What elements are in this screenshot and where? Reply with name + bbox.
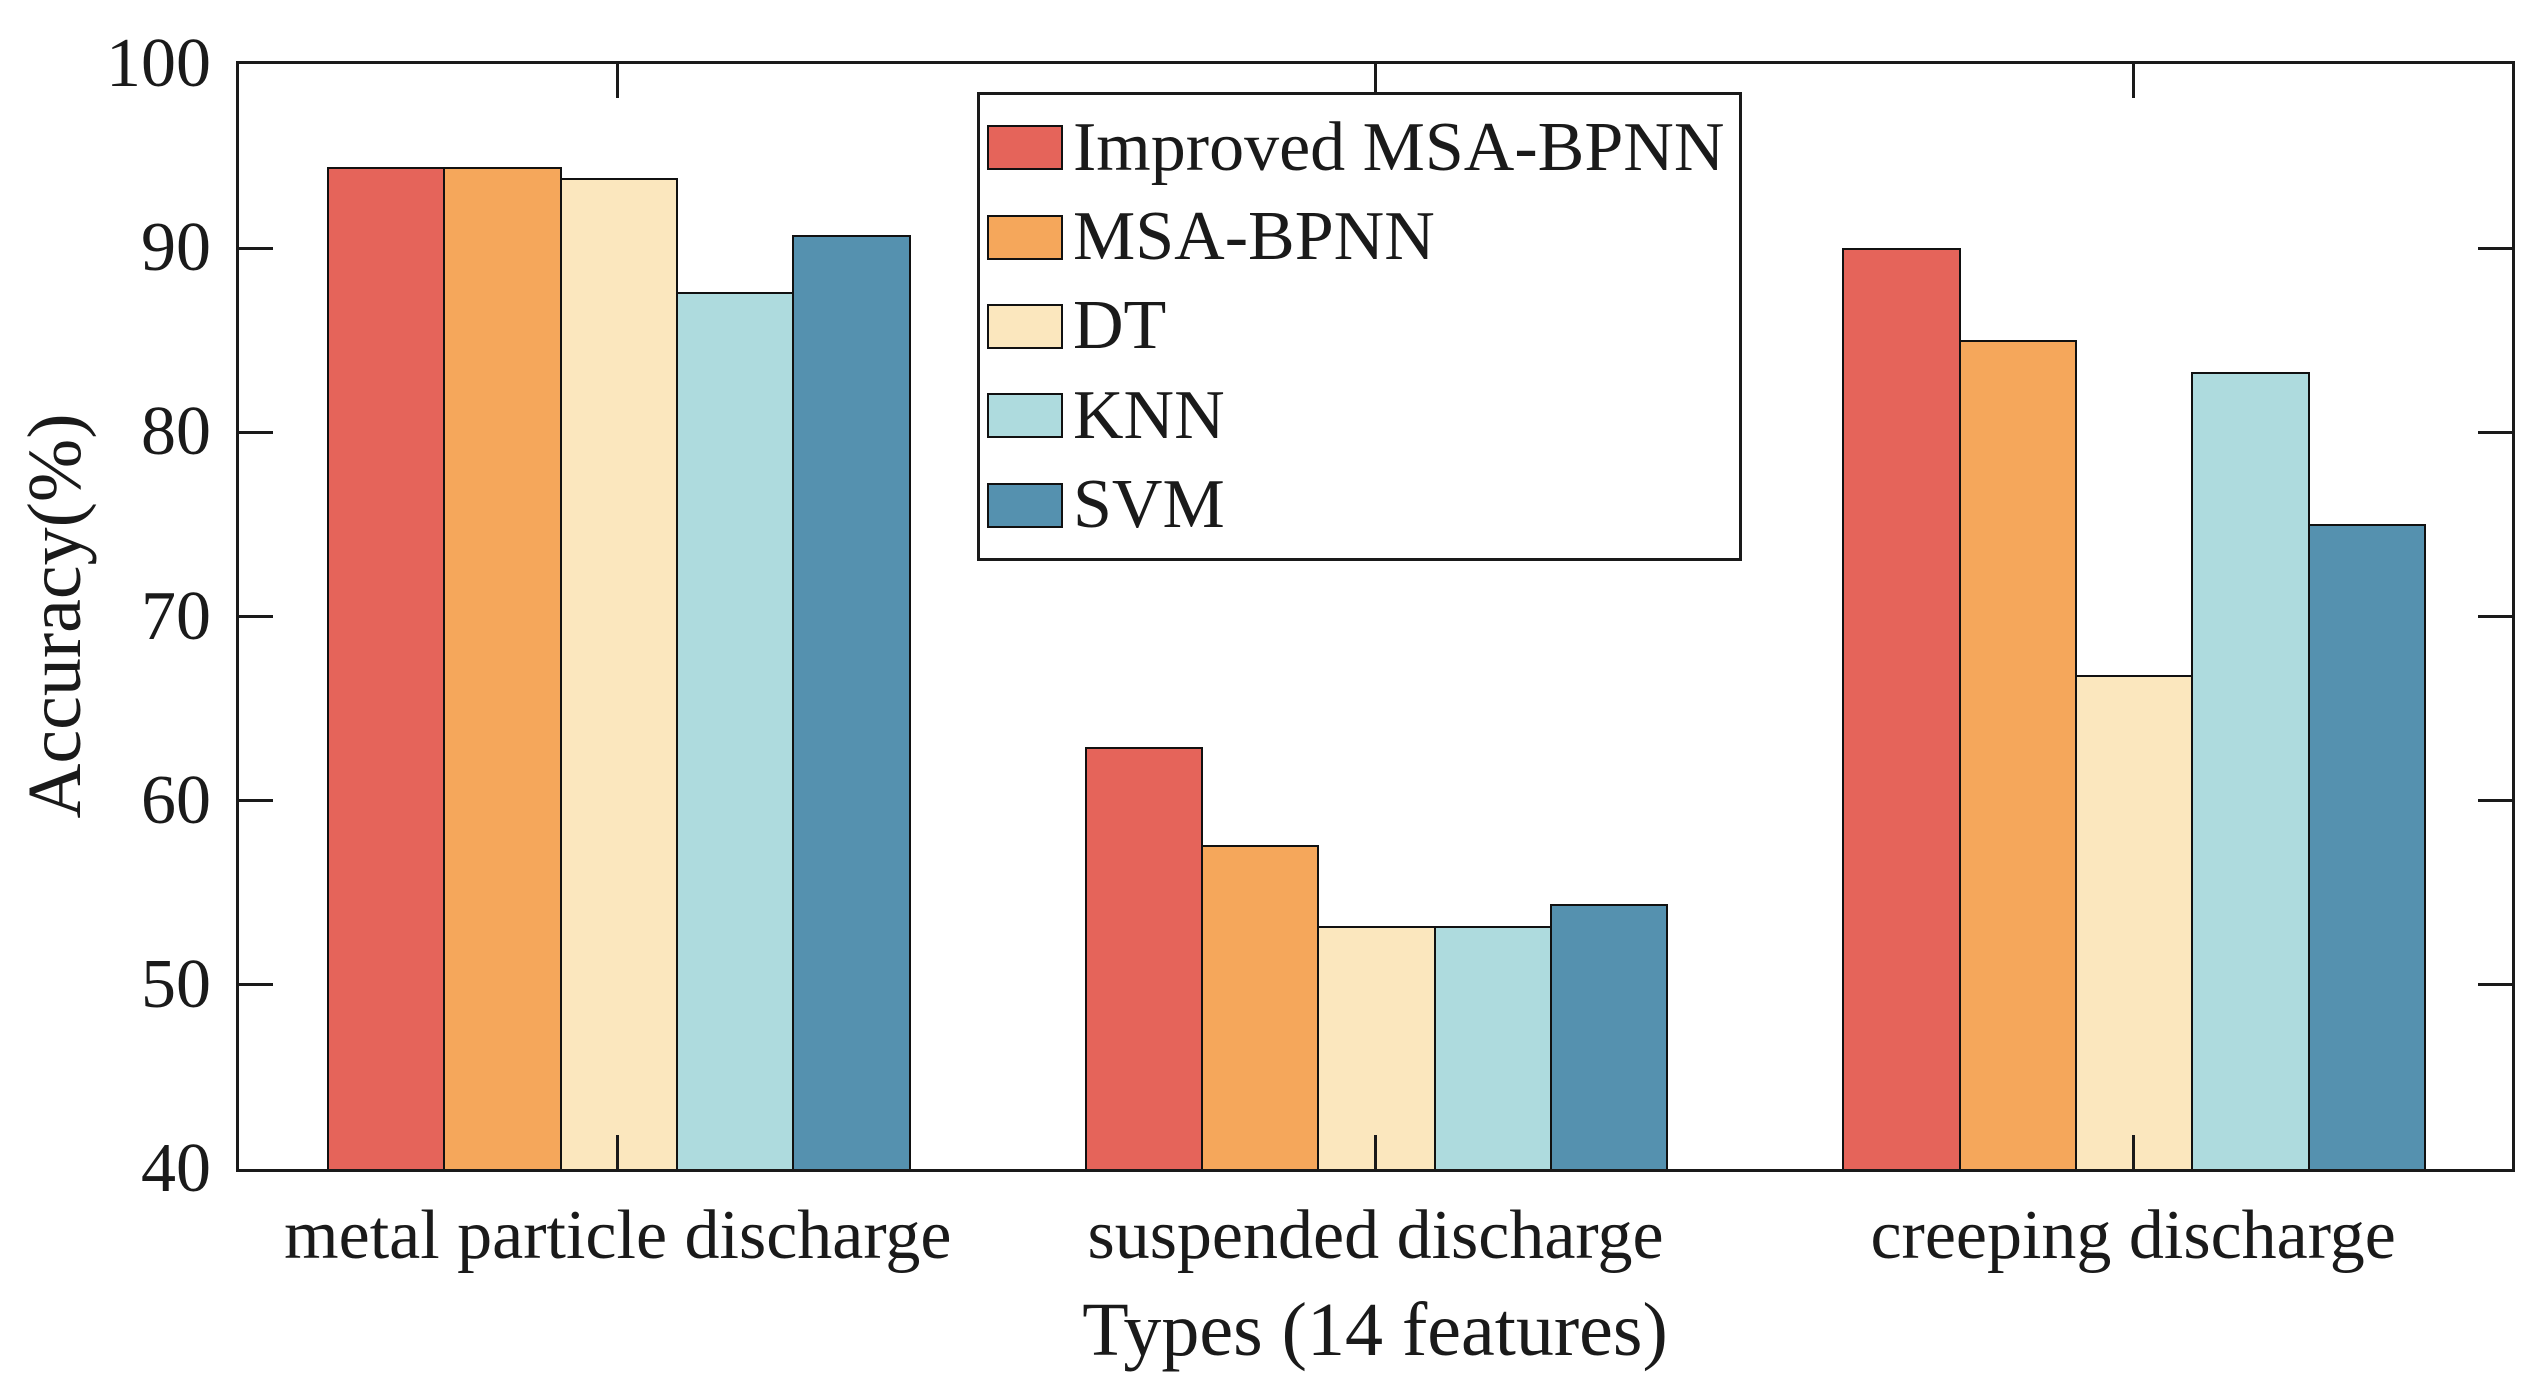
y-tick-label: 100 — [106, 25, 211, 102]
x-axis-title: Types (14 features) — [1082, 1288, 1668, 1372]
bottom-x-tick-mark — [2131, 1135, 2135, 1169]
bar-msa-bpnn-2 — [1201, 844, 1320, 1169]
left-y-tick-mark — [239, 246, 273, 250]
bar-dt-2 — [1317, 925, 1436, 1169]
legend-color-swatch — [987, 214, 1063, 260]
x-category-label: metal particle discharge — [284, 1197, 952, 1274]
bottom-x-tick-mark — [1374, 1135, 1377, 1169]
bar-svm-2 — [1549, 903, 1669, 1169]
bar-dt-1 — [559, 178, 678, 1169]
left-y-tick-mark — [239, 430, 273, 434]
legend-item-knn: KNN — [987, 376, 1732, 454]
bar-msa-bpnn-3 — [1958, 340, 2077, 1169]
legend-color-swatch — [987, 393, 1063, 439]
y-tick-label: 80 — [141, 393, 211, 471]
legend-box: Improved MSA-BPNN MSA-BPNN DT KNN SVM — [977, 92, 1742, 561]
left-y-tick-mark — [239, 615, 273, 618]
legend-item-dt: DT — [987, 288, 1732, 364]
bar-msa-bpnn-1 — [443, 167, 562, 1169]
right-y-tick-mark — [2478, 430, 2512, 434]
top-x-tick-mark — [616, 64, 620, 98]
legend-color-swatch — [987, 125, 1063, 171]
bar-knn-3 — [2191, 371, 2310, 1169]
top-x-tick-mark — [1374, 64, 1377, 98]
bar-improved-msa-bpnn-3 — [1842, 248, 1961, 1169]
legend-label: KNN — [1073, 376, 1225, 454]
legend-color-swatch — [987, 482, 1063, 528]
bar-knn-1 — [675, 292, 795, 1169]
bar-improved-msa-bpnn-1 — [327, 167, 446, 1169]
legend-label: SVM — [1073, 466, 1225, 544]
bar-dt-3 — [2075, 675, 2194, 1169]
y-tick-label: 60 — [141, 761, 211, 839]
right-y-tick-mark — [2478, 799, 2512, 803]
bar-improved-msa-bpnn-2 — [1084, 747, 1204, 1169]
legend-label: MSA-BPNN — [1073, 198, 1435, 276]
bar-svm-1 — [792, 235, 911, 1169]
legend-color-swatch — [987, 303, 1063, 349]
left-y-tick-mark — [239, 799, 273, 803]
y-tick-label: 40 — [141, 1130, 211, 1207]
left-y-tick-mark — [239, 983, 273, 987]
top-x-tick-mark — [2131, 64, 2135, 98]
y-tick-label: 70 — [141, 577, 211, 655]
x-category-label: suspended discharge — [1087, 1197, 1664, 1274]
legend-item-msa-bpnn: MSA-BPNN — [987, 199, 1732, 275]
legend-label: DT — [1073, 287, 1167, 365]
legend-label: Improved MSA-BPNN — [1073, 108, 1725, 186]
legend-item-svm: SVM — [987, 467, 1732, 543]
y-tick-label: 50 — [141, 945, 211, 1023]
y-tick-label: 90 — [141, 209, 211, 287]
right-y-tick-mark — [2478, 615, 2512, 618]
right-y-tick-mark — [2478, 983, 2512, 987]
bar-knn-2 — [1433, 925, 1552, 1169]
y-axis-title: Accuracy(%) — [13, 413, 97, 819]
bottom-x-tick-mark — [616, 1135, 620, 1169]
right-y-tick-mark — [2478, 246, 2512, 250]
x-category-label: creeping discharge — [1870, 1197, 2396, 1274]
legend-item-improved-msa-bpnn: Improved MSA-BPNN — [987, 108, 1732, 186]
bar-svm-3 — [2307, 524, 2426, 1169]
